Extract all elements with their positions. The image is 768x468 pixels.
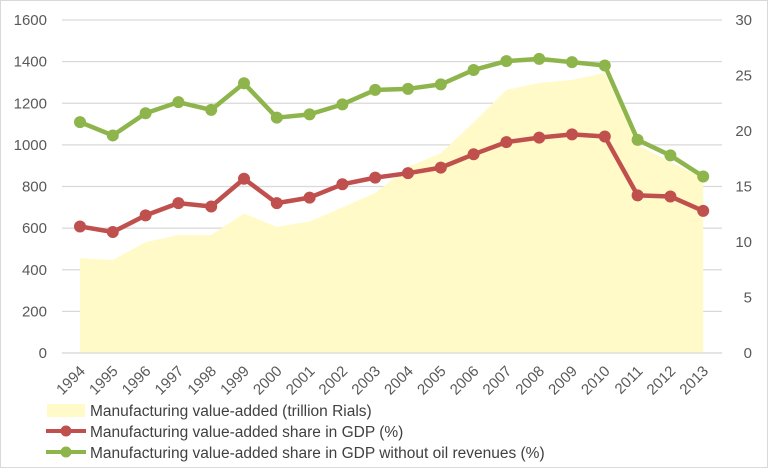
point-green-1997 xyxy=(172,96,185,109)
legend-label-area: Manufacturing value-added (trillion Rial… xyxy=(90,403,372,420)
point-green-2010 xyxy=(598,59,611,72)
point-red-1996 xyxy=(139,209,152,222)
left-tick-label: 1000 xyxy=(14,137,47,154)
point-green-2001 xyxy=(303,108,316,121)
right-tick-label: 10 xyxy=(735,234,752,251)
point-green-1996 xyxy=(139,107,152,120)
x-tick-label: 1998 xyxy=(184,363,220,399)
point-green-1995 xyxy=(106,129,119,142)
x-tick-label: 1999 xyxy=(217,363,253,399)
point-green-2000 xyxy=(270,111,283,124)
legend: Manufacturing value-added (trillion Rial… xyxy=(46,403,545,462)
right-tick-label: 25 xyxy=(735,68,752,85)
x-tick-label: 2013 xyxy=(676,363,712,399)
point-green-2005 xyxy=(434,78,447,91)
point-red-2000 xyxy=(270,197,283,210)
left-tick-label: 1600 xyxy=(14,12,47,29)
point-red-1995 xyxy=(106,226,119,239)
right-tick-label: 20 xyxy=(735,123,752,140)
point-red-1997 xyxy=(172,197,185,210)
left-axis-ticks: 0 200 400 600 800 1000 1200 1400 1600 xyxy=(14,12,47,362)
right-tick-label: 15 xyxy=(735,179,752,196)
x-tick-label: 2012 xyxy=(644,363,680,399)
legend-marker-red xyxy=(60,425,72,437)
left-tick-label: 400 xyxy=(22,262,47,279)
left-tick-label: 800 xyxy=(22,179,47,196)
point-red-2011 xyxy=(631,189,644,202)
point-red-2005 xyxy=(434,161,447,174)
x-tick-label: 2008 xyxy=(512,363,548,399)
point-green-2004 xyxy=(402,82,414,95)
x-tick-label: 2007 xyxy=(480,363,516,399)
left-tick-label: 200 xyxy=(22,303,47,320)
point-red-2003 xyxy=(369,171,382,184)
point-red-2004 xyxy=(402,167,414,180)
right-axis-ticks: 0 5 10 15 20 25 30 xyxy=(735,12,752,362)
point-green-2002 xyxy=(336,98,349,111)
point-red-2009 xyxy=(566,128,578,141)
point-green-2008 xyxy=(533,52,546,65)
x-tick-label: 2000 xyxy=(250,363,286,399)
x-tick-label: 2006 xyxy=(447,363,483,399)
right-tick-label: 5 xyxy=(744,290,752,307)
x-tick-label: 2003 xyxy=(348,363,384,399)
x-tick-label: 1996 xyxy=(119,363,155,399)
point-red-2012 xyxy=(664,190,677,203)
right-tick-label: 30 xyxy=(735,12,752,29)
point-green-2009 xyxy=(566,56,578,69)
line-series xyxy=(74,52,710,239)
area-series xyxy=(62,72,722,354)
point-green-1994 xyxy=(74,116,86,129)
point-red-2006 xyxy=(467,148,480,161)
point-red-2013 xyxy=(697,204,710,217)
area-manufacturing-value-added xyxy=(80,72,704,354)
right-tick-label: 0 xyxy=(744,345,752,362)
point-red-1994 xyxy=(74,220,86,233)
legend-swatch-area xyxy=(47,404,85,417)
x-tick-label: 2010 xyxy=(578,363,614,399)
x-tick-label: 2005 xyxy=(414,363,450,399)
x-tick-label: 2011 xyxy=(612,363,647,398)
x-tick-label: 1995 xyxy=(86,363,122,399)
point-green-2006 xyxy=(467,63,480,76)
left-tick-label: 1400 xyxy=(14,54,47,71)
legend-label-red: Manufacturing value-added share in GDP (… xyxy=(90,424,403,441)
x-tick-label: 2009 xyxy=(545,363,581,399)
x-tick-label: 2002 xyxy=(316,363,352,399)
point-red-1998 xyxy=(205,200,218,213)
point-green-2012 xyxy=(664,149,677,162)
x-tick-label: 2004 xyxy=(381,363,417,399)
x-tick-label: 1994 xyxy=(53,363,89,399)
point-green-2007 xyxy=(500,55,513,68)
point-green-1999 xyxy=(238,77,250,90)
point-red-2010 xyxy=(598,130,611,143)
x-tick-label: 1997 xyxy=(152,363,188,399)
point-red-2007 xyxy=(500,136,513,149)
point-red-1999 xyxy=(238,172,250,185)
left-tick-label: 1200 xyxy=(14,95,47,112)
left-tick-label: 0 xyxy=(39,345,47,362)
point-green-2011 xyxy=(631,133,644,146)
point-red-2002 xyxy=(336,178,349,191)
point-green-2013 xyxy=(697,170,710,183)
left-tick-label: 600 xyxy=(22,220,47,237)
x-tick-label: 2001 xyxy=(283,363,319,399)
point-red-2001 xyxy=(303,191,316,204)
legend-marker-green xyxy=(60,446,72,458)
x-axis-ticks: 1994199519961997199819992000200120022003… xyxy=(53,363,712,399)
point-green-2003 xyxy=(369,83,382,96)
point-green-1998 xyxy=(205,103,218,116)
point-red-2008 xyxy=(533,131,546,144)
legend-label-green: Manufacturing value-added share in GDP w… xyxy=(90,445,545,462)
